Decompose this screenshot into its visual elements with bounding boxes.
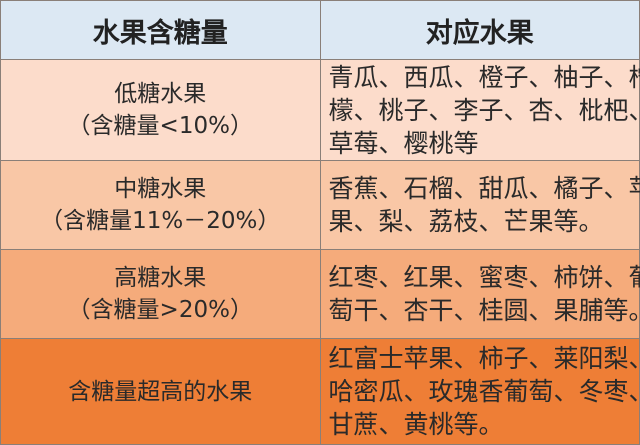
category-line: 低糖水果 — [114, 81, 207, 107]
fruits-cell: 香蕉、石榴、甜瓜、橘子、苹 果、梨、荔枝、芒果等。 — [319, 160, 640, 250]
fruits-line: 哈密瓜、玫瑰香葡萄、冬枣、 — [328, 377, 640, 406]
fruits-line: 甘蔗、黄桃等。 — [328, 410, 504, 439]
category-cell: 低糖水果 （含糖量<10%） — [0, 59, 321, 161]
fruits-cell: 红富士苹果、柿子、莱阳梨、 哈密瓜、玫瑰香葡萄、冬枣、 甘蔗、黄桃等。 — [319, 338, 640, 445]
category-line: （含糖量<10%） — [67, 113, 253, 139]
fruits-line: 香蕉、石榴、甜瓜、橘子、苹 — [328, 174, 640, 203]
fruits-line: 红富士苹果、柿子、莱阳梨、 — [328, 344, 640, 373]
category-line: 中糖水果 — [114, 176, 207, 202]
fruits-cell: 青瓜、西瓜、橙子、柚子、柠 檬、桃子、李子、杏、枇杷、 草莓、樱桃等 — [319, 59, 640, 161]
category-line: （含糖量11%－20%） — [40, 208, 281, 234]
fruits-line: 果、梨、荔枝、芒果等。 — [328, 207, 604, 236]
fruits-line: 萄干、杏干、桂圆、果脯等。 — [328, 296, 640, 325]
category-cell: 高糖水果 （含糖量>20%） — [0, 249, 321, 339]
header-sugar-content: 水果含糖量 — [0, 0, 321, 60]
table-row: 中糖水果 （含糖量11%－20%） 香蕉、石榴、甜瓜、橘子、苹 果、梨、荔枝、芒… — [0, 160, 640, 250]
fruits-line: 檬、桃子、李子、杏、枇杷、 — [328, 95, 640, 125]
table-row: 低糖水果 （含糖量<10%） 青瓜、西瓜、橙子、柚子、柠 檬、桃子、李子、杏、枇… — [0, 59, 640, 161]
category-line: 高糖水果 — [114, 265, 207, 291]
category-cell: 含糖量超高的水果 — [0, 338, 321, 445]
header-row: 水果含糖量 对应水果 — [0, 0, 640, 60]
category-line: （含糖量>20%） — [67, 297, 253, 323]
category-cell: 中糖水果 （含糖量11%－20%） — [0, 160, 321, 250]
header-fruits: 对应水果 — [319, 0, 640, 60]
fruits-line: 红枣、红果、蜜枣、柿饼、葡 — [328, 263, 640, 292]
fruits-line: 青瓜、西瓜、橙子、柚子、柠 — [328, 62, 640, 92]
fruits-line: 草莓、樱桃等 — [328, 128, 479, 158]
table-row: 含糖量超高的水果 红富士苹果、柿子、莱阳梨、 哈密瓜、玫瑰香葡萄、冬枣、 甘蔗、… — [0, 338, 640, 445]
fruits-cell: 红枣、红果、蜜枣、柿饼、葡 萄干、杏干、桂圆、果脯等。 — [319, 249, 640, 339]
table-row: 高糖水果 （含糖量>20%） 红枣、红果、蜜枣、柿饼、葡 萄干、杏干、桂圆、果脯… — [0, 249, 640, 339]
category-line: 含糖量超高的水果 — [68, 378, 253, 405]
